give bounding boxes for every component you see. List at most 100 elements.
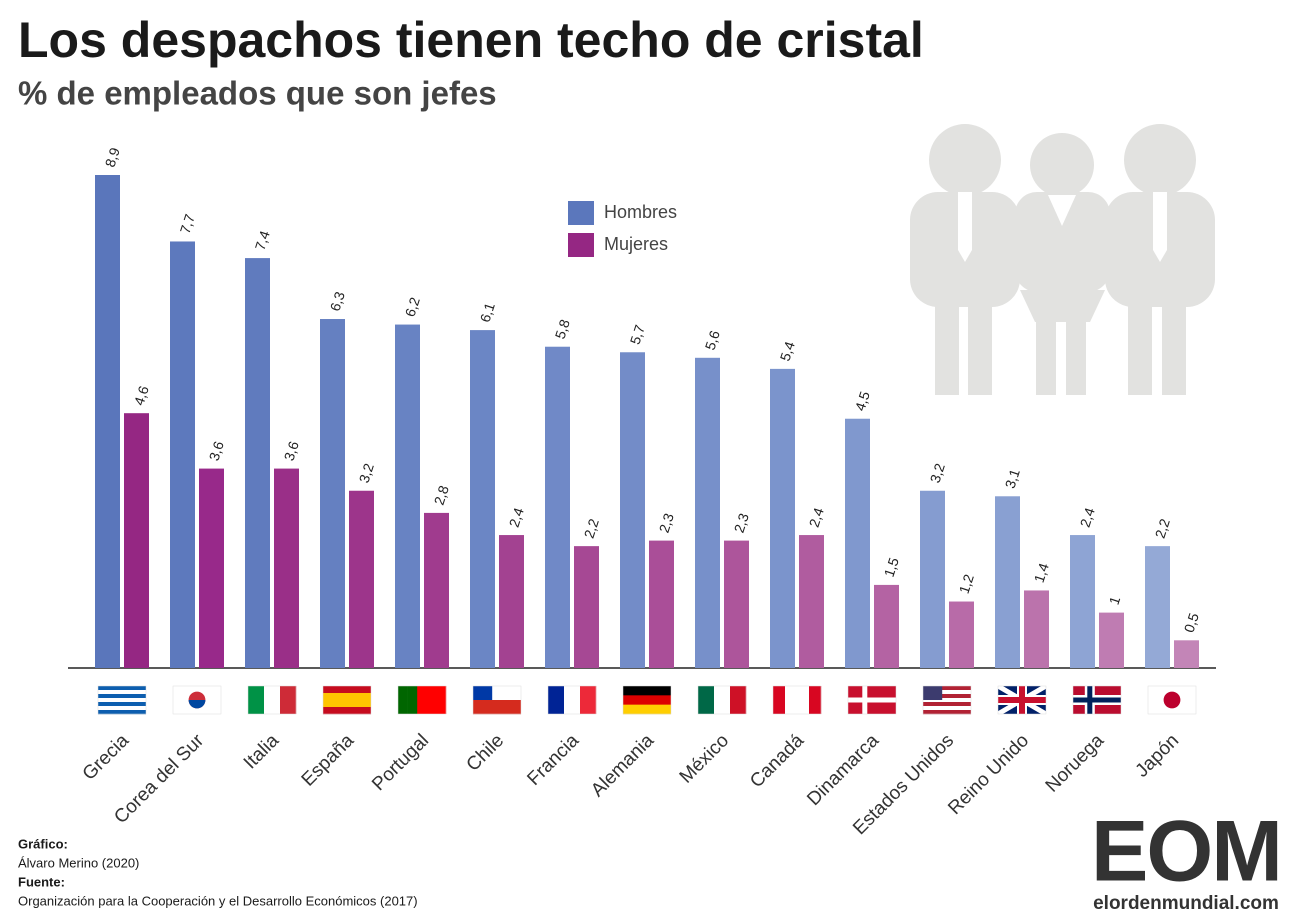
value-label: 5,7 — [627, 323, 648, 347]
bar — [1145, 546, 1170, 668]
flag-part — [398, 686, 408, 714]
flag-part — [323, 693, 371, 701]
flag-part — [264, 686, 281, 714]
flag-part — [436, 686, 447, 714]
value-label: 8,9 — [102, 145, 123, 169]
flag-part — [323, 686, 371, 694]
x-tick-label: Grecia — [79, 730, 134, 785]
flag-border — [397, 685, 447, 715]
flag-part — [923, 702, 971, 707]
flag-part — [98, 694, 146, 699]
flag-border — [772, 685, 822, 715]
bar — [799, 535, 824, 668]
flag-border — [172, 685, 222, 715]
flag-part — [698, 686, 715, 714]
flag-border — [247, 685, 297, 715]
value-label: 5,8 — [552, 317, 573, 341]
chart-subtitle: % de empleados que son jefes — [18, 75, 497, 112]
value-label: 6,3 — [327, 289, 348, 313]
flag-part — [1163, 691, 1181, 709]
flag-part — [623, 704, 671, 715]
flag — [1072, 685, 1122, 715]
flag-part — [98, 702, 146, 707]
flag-border — [997, 685, 1047, 715]
bar — [274, 468, 299, 668]
x-tick-label: España — [298, 730, 359, 791]
bar — [995, 496, 1020, 668]
bar — [470, 330, 495, 668]
value-label: 6,1 — [477, 301, 498, 325]
flag — [97, 685, 147, 715]
bar — [1070, 535, 1095, 668]
flag — [996, 683, 1048, 717]
flag — [547, 685, 597, 715]
value-label: 1 — [1106, 594, 1124, 607]
value-label: 2,8 — [431, 483, 452, 507]
flag-part — [323, 700, 371, 708]
flag-part — [923, 710, 971, 715]
x-tick-label: Japón — [1132, 730, 1183, 781]
bar — [920, 490, 945, 668]
flag-part — [98, 690, 146, 695]
flag — [397, 685, 447, 715]
bar — [620, 352, 645, 668]
value-label: 3,2 — [927, 461, 948, 485]
x-tick-label: Italia — [240, 730, 284, 774]
flag-part — [797, 686, 810, 714]
value-label: 3,2 — [356, 461, 377, 485]
bar — [124, 413, 149, 668]
flag-part — [730, 686, 747, 714]
bar — [499, 535, 524, 668]
flag — [472, 685, 522, 715]
flag-part — [923, 694, 971, 699]
flag-border — [847, 685, 897, 715]
legend-label: Mujeres — [604, 234, 668, 254]
value-label: 2,3 — [656, 511, 677, 535]
x-tick-label: Francia — [523, 730, 583, 790]
value-label: 3,6 — [206, 439, 227, 463]
flag-part — [923, 686, 943, 700]
x-tick-label: Reino Unido — [944, 730, 1033, 819]
bar — [395, 324, 420, 668]
flag-part — [923, 698, 971, 703]
value-label: 4,6 — [131, 384, 152, 408]
flag-part — [1087, 686, 1093, 714]
flag-part — [623, 686, 671, 696]
flag-part — [1019, 686, 1025, 714]
value-label: 4,5 — [852, 389, 873, 413]
flag — [772, 685, 822, 715]
flag-part — [473, 700, 521, 715]
logo-site: elordenmundial.com — [1093, 893, 1279, 914]
bar — [695, 357, 720, 668]
x-tick-label: Noruega — [1042, 730, 1109, 797]
value-label: 1,4 — [1031, 561, 1052, 585]
flag-part — [98, 706, 146, 711]
flag-part — [548, 686, 565, 714]
value-label: 5,4 — [777, 339, 798, 363]
flag-part — [473, 686, 493, 700]
value-label: 0,5 — [1181, 611, 1202, 635]
flag-part — [564, 686, 581, 714]
flag-border — [1072, 685, 1122, 715]
footer-source: Organización para la Cooperación y el De… — [18, 893, 418, 908]
flag-border — [547, 685, 597, 715]
flag-part — [923, 706, 971, 711]
flag-part — [923, 690, 971, 695]
value-label: 2,2 — [1152, 517, 1173, 541]
value-label: 2,4 — [506, 505, 527, 529]
flag-part — [280, 686, 297, 714]
value-label: 1,2 — [956, 572, 977, 596]
bar — [320, 319, 345, 668]
footer-label: Fuente: — [18, 874, 65, 889]
flag-border — [472, 685, 522, 715]
bar — [424, 512, 449, 668]
flag-part — [923, 686, 971, 691]
bar — [1174, 640, 1199, 668]
flag-border — [922, 685, 972, 715]
footer-author: Álvaro Merino (2020) — [18, 855, 139, 870]
x-tick-label: México — [676, 730, 733, 787]
flag-border — [1147, 685, 1197, 715]
flag — [697, 685, 747, 715]
flag-part — [98, 710, 146, 715]
logo-mark: EOM — [1091, 804, 1281, 900]
